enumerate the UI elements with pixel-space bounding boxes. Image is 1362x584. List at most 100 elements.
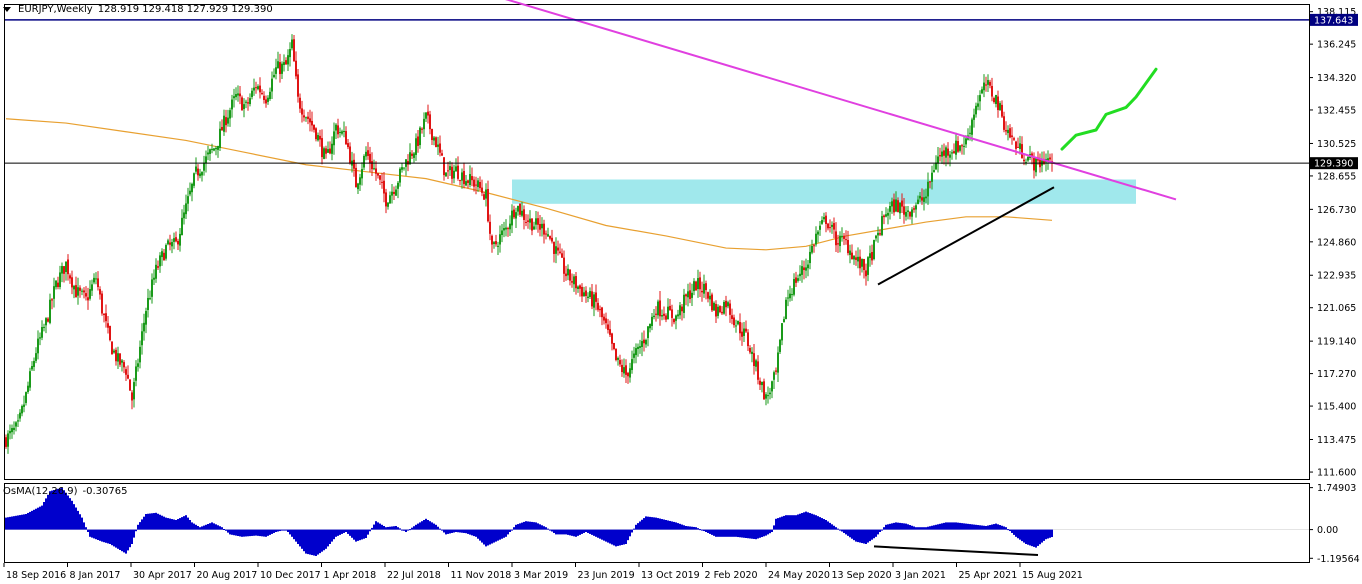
- candle-body: [181, 217, 183, 236]
- osma-bar: [439, 528, 441, 530]
- osma-bar: [105, 529, 107, 543]
- candle-body: [109, 325, 111, 341]
- candle-body: [687, 291, 689, 298]
- osma-bar: [617, 529, 619, 546]
- candle-body: [979, 95, 981, 102]
- osma-bar: [111, 529, 113, 546]
- osma-bar: [843, 529, 845, 533]
- osma-bar: [281, 529, 283, 531]
- candle-body: [129, 379, 131, 391]
- osma-bar: [359, 529, 361, 541]
- candle-body: [303, 115, 305, 118]
- osma-bar: [523, 521, 525, 530]
- x-tick-label: 30 Apr 2017: [133, 570, 192, 581]
- osma-bar: [709, 529, 711, 534]
- candle-body: [7, 433, 9, 447]
- main-panel-frame: [4, 4, 1310, 480]
- candle-body: [315, 128, 317, 140]
- candle-body: [1015, 141, 1017, 149]
- candle-body: [533, 226, 535, 230]
- candle-body: [29, 371, 31, 388]
- candle-body: [419, 127, 421, 146]
- osma-histogram: [5, 487, 1309, 557]
- candle-body: [845, 239, 847, 241]
- candle-body: [481, 187, 483, 193]
- osma-bar: [269, 529, 271, 535]
- osma-bar: [229, 529, 231, 535]
- candle-body: [787, 297, 789, 299]
- candle-body: [673, 318, 675, 323]
- candle-body: [623, 367, 625, 374]
- candle-body: [637, 346, 639, 350]
- candle-body: [629, 368, 631, 378]
- candle-body: [645, 339, 647, 345]
- osma-bar: [201, 526, 203, 530]
- candle-body: [901, 200, 903, 207]
- osma-bar: [393, 526, 395, 530]
- osma-bar: [1037, 529, 1039, 546]
- osma-bar: [887, 524, 889, 530]
- osma-bar: [357, 529, 359, 541]
- candle-body: [887, 212, 889, 216]
- x-tick-label: 3 Jan 2021: [895, 570, 946, 581]
- candle-body: [1003, 116, 1005, 130]
- candle-body: [843, 235, 845, 239]
- osma-bar: [903, 523, 905, 530]
- osma-bar: [647, 516, 649, 530]
- candle-body: [763, 381, 765, 400]
- osma-bar: [43, 502, 45, 530]
- candle-body: [601, 307, 603, 318]
- candle-body: [235, 94, 237, 98]
- osma-bar: [993, 524, 995, 530]
- osma-bar: [67, 495, 69, 530]
- osma-bar: [161, 515, 163, 530]
- candle-body: [415, 138, 417, 155]
- candle-body: [269, 91, 271, 100]
- candle-body: [851, 252, 853, 260]
- collapse-triangle-icon[interactable]: [3, 7, 11, 12]
- osma-bar: [471, 529, 473, 536]
- osma-bar: [911, 525, 913, 530]
- osma-bar: [247, 529, 249, 537]
- osma-tick-label: -1.19564: [1317, 554, 1360, 565]
- candle-body: [619, 360, 621, 365]
- osma-bar: [823, 519, 825, 530]
- candle-body: [509, 223, 511, 230]
- osma-bar: [1017, 529, 1019, 539]
- candle-body: [295, 60, 297, 77]
- osma-bar: [1029, 529, 1031, 546]
- osma-bar: [153, 513, 155, 530]
- candle-body: [189, 190, 191, 195]
- candle-body: [429, 114, 431, 130]
- candle-body: [71, 277, 73, 288]
- osma-bar: [975, 524, 977, 530]
- osma-bar: [81, 517, 83, 530]
- osma-bar: [667, 520, 669, 530]
- candle-body: [793, 279, 795, 295]
- candle-body: [985, 84, 987, 86]
- osma-bar: [635, 524, 637, 530]
- candle-body: [881, 216, 883, 236]
- candle-body: [755, 360, 757, 367]
- candle-body: [335, 124, 337, 131]
- osma-bar: [305, 529, 307, 554]
- candle-body: [15, 422, 17, 427]
- osma-bar: [405, 529, 407, 532]
- candle-body: [587, 296, 589, 298]
- osma-bar: [341, 529, 343, 534]
- osma-bar: [73, 504, 75, 530]
- candle-body: [675, 315, 677, 321]
- candle-body: [591, 291, 593, 307]
- candle-body: [305, 117, 307, 119]
- candle-body: [521, 210, 523, 216]
- candle-body: [727, 302, 729, 307]
- candle-body: [537, 218, 539, 225]
- candle-body: [527, 220, 529, 222]
- moving-average: [5, 118, 1053, 251]
- candle-body: [333, 131, 335, 146]
- candle-body: [291, 39, 293, 49]
- osma-bar: [323, 529, 325, 551]
- osma-bar: [841, 529, 843, 532]
- candle-body: [133, 382, 135, 400]
- candle-body: [103, 313, 105, 316]
